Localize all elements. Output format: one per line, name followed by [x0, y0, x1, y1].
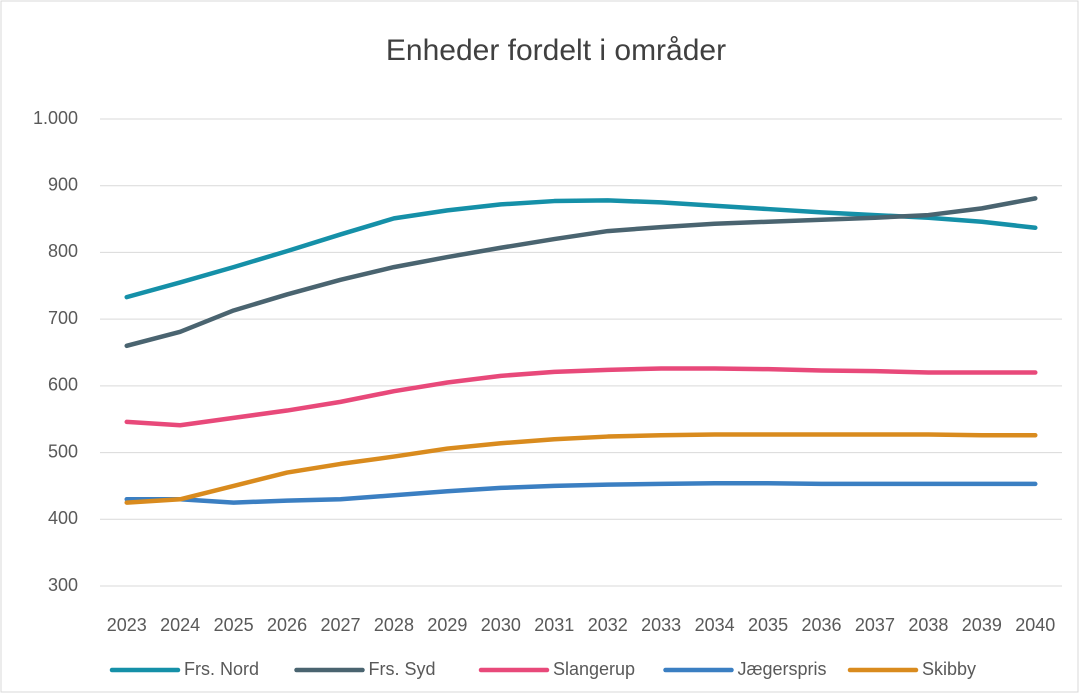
x-tick-label: 2029 — [427, 615, 467, 635]
x-tick-label: 2024 — [160, 615, 200, 635]
y-tick-label: 1.000 — [33, 108, 78, 128]
x-tick-label: 2031 — [534, 615, 574, 635]
x-tick-label: 2032 — [588, 615, 628, 635]
legend-label: Frs. Nord — [184, 659, 259, 679]
legend-label: Frs. Syd — [369, 659, 436, 679]
x-tick-label: 2025 — [214, 615, 254, 635]
line-series — [124, 432, 1038, 505]
x-tick-label: 2030 — [481, 615, 521, 635]
y-tick-label: 600 — [48, 375, 78, 395]
x-tick-label: 2037 — [855, 615, 895, 635]
y-tick-label: 900 — [48, 174, 78, 194]
legend-label: Skibby — [922, 659, 976, 679]
y-tick-label: 800 — [48, 241, 78, 261]
line-series — [124, 196, 1038, 349]
x-tick-label: 2039 — [962, 615, 1002, 635]
x-tick-label: 2026 — [267, 615, 307, 635]
x-tick-label: 2027 — [320, 615, 360, 635]
legend-label: Slangerup — [553, 659, 635, 679]
x-tick-label: 2028 — [374, 615, 414, 635]
line-series — [124, 481, 1038, 505]
x-tick-label: 2036 — [801, 615, 841, 635]
x-tick-label: 2023 — [107, 615, 147, 635]
y-tick-label: 400 — [48, 508, 78, 528]
x-tick-label: 2040 — [1015, 615, 1055, 635]
x-tick-label: 2035 — [748, 615, 788, 635]
y-tick-label: 300 — [48, 575, 78, 595]
line-series — [124, 366, 1038, 428]
x-tick-label: 2038 — [908, 615, 948, 635]
y-tick-label: 700 — [48, 308, 78, 328]
x-tick-label: 2034 — [695, 615, 735, 635]
legend-label: Jægerspris — [738, 659, 827, 679]
x-tick-label: 2033 — [641, 615, 681, 635]
y-tick-label: 500 — [48, 441, 78, 461]
chart-title: Enheder fordelt i områder — [386, 34, 726, 67]
